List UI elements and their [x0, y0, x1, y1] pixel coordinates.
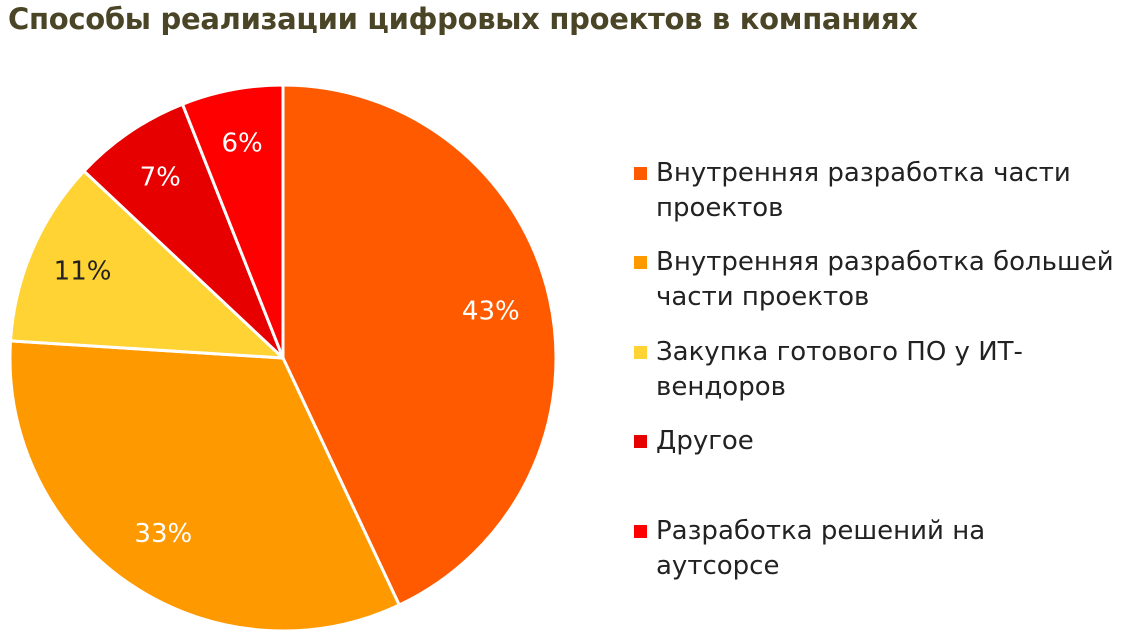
pie-slice: [82, 102, 285, 360]
pie-data-label: 6%: [221, 128, 262, 158]
legend-label: Закупка готового ПО у ИТ-вендоров: [656, 337, 1023, 402]
legend-label: Внутренняя разработка части проектов: [656, 158, 1071, 223]
pie-slice: [8, 339, 401, 633]
pie-data-label: 11%: [54, 256, 112, 286]
legend-label: Разработка решений на аутсорсе: [656, 516, 986, 581]
legend-swatch: [634, 256, 647, 269]
legend-label: Другое: [656, 426, 754, 456]
pie-data-label: 33%: [134, 519, 192, 549]
pie-data-label: 43%: [462, 297, 520, 327]
pie-slice: [9, 169, 285, 360]
legend-swatch: [634, 435, 647, 448]
pie-slice: [181, 83, 285, 360]
legend-label: Внутренняя разработка большей части проек…: [656, 247, 1114, 312]
pie-slice: [281, 83, 558, 607]
pie-data-label: 7%: [140, 162, 181, 192]
legend-swatch: [634, 167, 647, 180]
legend-swatch: [634, 346, 647, 359]
chart-title: Способы реализации цифровых проектов в к…: [8, 2, 918, 36]
pie-slices: [8, 83, 558, 633]
pie-data-labels: 43% 33% 11% 7% 6%: [54, 128, 520, 549]
legend-swatch: [634, 525, 647, 538]
